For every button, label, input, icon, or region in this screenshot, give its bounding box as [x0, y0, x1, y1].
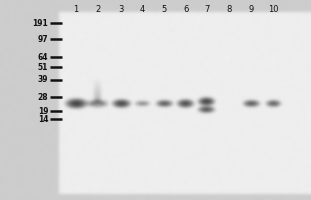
Text: 5: 5	[162, 4, 167, 14]
Text: 19: 19	[38, 107, 48, 116]
Text: 6: 6	[183, 4, 189, 14]
Text: 14: 14	[38, 114, 48, 123]
Text: 2: 2	[95, 4, 100, 14]
Text: 191: 191	[32, 19, 48, 27]
Text: 8: 8	[227, 4, 232, 14]
Text: 51: 51	[38, 62, 48, 72]
Text: 9: 9	[249, 4, 254, 14]
Text: 4: 4	[140, 4, 145, 14]
Text: 39: 39	[38, 75, 48, 84]
Text: 64: 64	[38, 52, 48, 62]
Text: 3: 3	[118, 4, 124, 14]
Text: 1: 1	[74, 4, 79, 14]
Text: 10: 10	[268, 4, 278, 14]
Text: 7: 7	[204, 4, 210, 14]
Text: 97: 97	[38, 34, 48, 44]
Text: 28: 28	[38, 92, 48, 102]
